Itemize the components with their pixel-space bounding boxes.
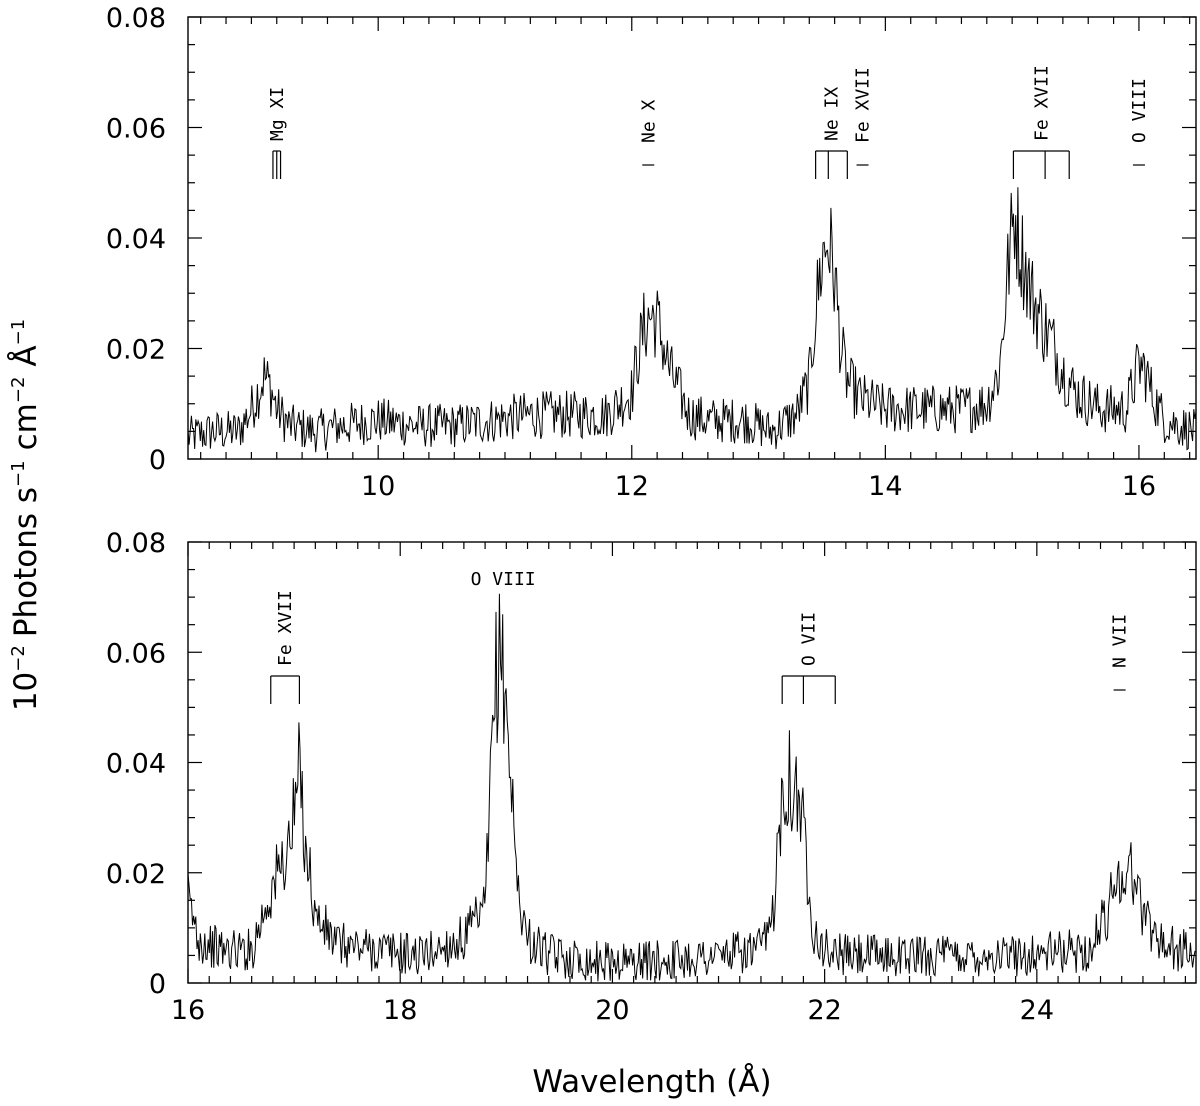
x-axis-label: Wavelength (Å) — [532, 1064, 771, 1100]
ylabel-exp1: −2 — [8, 645, 29, 672]
y-tick-label: 0.06 — [106, 638, 166, 669]
y-tick-label: 0 — [149, 445, 166, 476]
line-id-label: Ne X — [638, 99, 659, 143]
line-id-label: Fe XVII — [1031, 65, 1052, 141]
x-tick-label: 12 — [615, 471, 649, 502]
ylabel-mid1: Photons s — [8, 487, 44, 637]
x-tick-label: 10 — [361, 471, 395, 502]
ylabel-mid3: Å — [8, 345, 44, 366]
x-tick-label: 16 — [1122, 471, 1156, 502]
line-id-label: O VII — [799, 612, 820, 666]
ylabel-mid2: cm — [8, 403, 44, 450]
x-tick-label: 14 — [868, 471, 902, 502]
y-tick-label: 0.02 — [106, 859, 166, 890]
ylabel-exp3: −2 — [8, 377, 29, 404]
x-tick-label: 18 — [383, 995, 417, 1026]
y-tick-label: 0.04 — [106, 749, 166, 780]
y-tick-label: 0.08 — [106, 3, 166, 34]
plot-frame — [187, 541, 1197, 984]
x-tick-label: 24 — [1020, 995, 1054, 1026]
spectrum-line — [187, 593, 1197, 982]
line-id-label: Ne IX — [821, 87, 842, 141]
ylabel-exp4: −1 — [8, 319, 29, 346]
y-tick-label: 0 — [149, 969, 166, 1000]
ylabel-exp2: −1 — [8, 460, 29, 487]
line-id-label: O VIII — [471, 569, 536, 590]
top-panel: 10 12 14 16 0 0.02 0.04 0.06 0.08 Mg XI Ne X Ne IX F… — [106, 3, 1197, 502]
line-id-label: O VIII — [1129, 78, 1150, 143]
y-tick-label: 0.04 — [106, 224, 166, 255]
bottom-panel: 16 18 20 22 24 0 0.02 0.04 0.06 0.08 Fe XVII O VIII… — [106, 528, 1197, 1026]
line-id-label: N VII — [1110, 614, 1131, 668]
y-tick-label: 0.02 — [106, 335, 166, 366]
x-tick-label: 16 — [171, 995, 205, 1026]
y-tick-label: 0.08 — [106, 528, 166, 559]
y-tick-label: 0.06 — [106, 114, 166, 145]
line-id-label: Fe XVII — [275, 590, 296, 666]
x-tick-label: 22 — [807, 995, 841, 1026]
line-id-label: Mg XI — [267, 87, 288, 141]
y-axis-label: 10−2Photons s−1cm−2Å−1 — [8, 319, 44, 711]
ylabel-prefix: 10 — [8, 672, 44, 711]
line-id-label: Fe XVII — [853, 67, 874, 143]
spectrum-line — [187, 187, 1197, 453]
x-tick-label: 20 — [595, 995, 629, 1026]
